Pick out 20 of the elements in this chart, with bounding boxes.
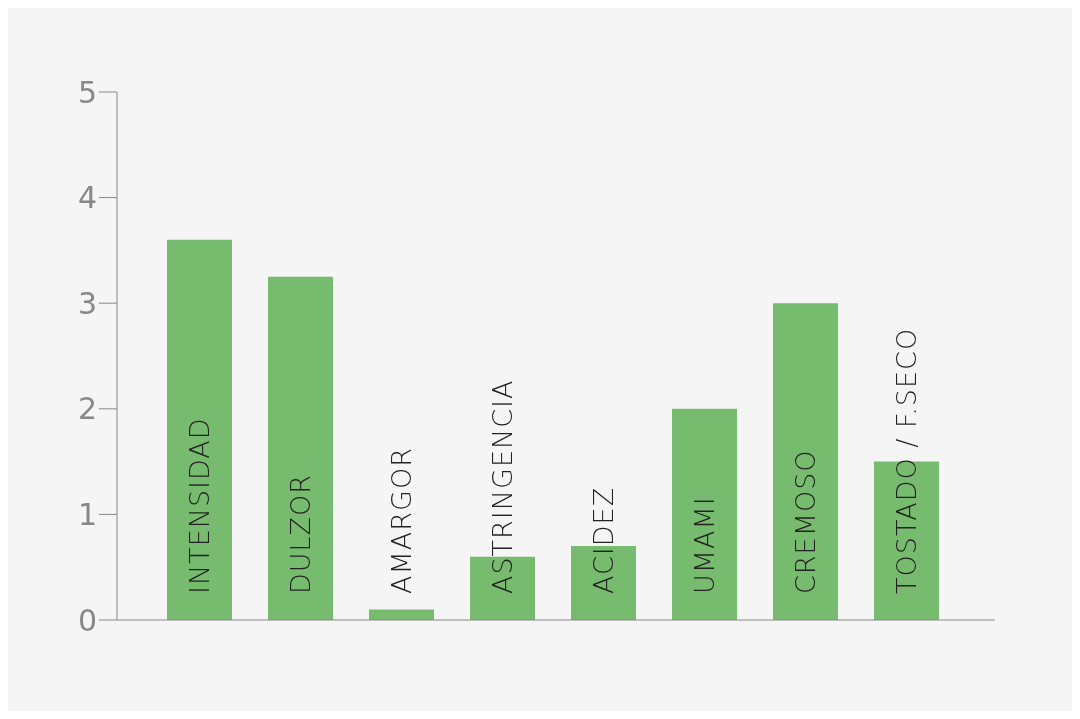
y-tick-label: 2: [77, 391, 97, 427]
x-tick-label: UMAMI: [689, 496, 720, 594]
x-tick-label: AMARGOR: [386, 447, 417, 594]
y-tick-label: 3: [77, 285, 97, 321]
x-tick-label: DULZOR: [285, 473, 316, 594]
x-tick-label: INTENSIDAD: [184, 417, 215, 594]
x-tick-label: CREMOSO: [790, 449, 821, 594]
y-tick-label: 4: [77, 180, 97, 216]
x-tick-label: TOSTADO / F.SECO: [891, 327, 922, 594]
bar: [167, 239, 232, 620]
y-tick-label: 1: [77, 497, 97, 533]
bar: [672, 408, 737, 620]
bar: [369, 609, 434, 620]
bar: [268, 276, 333, 620]
y-tick-label: 0: [77, 602, 97, 638]
x-tick-label: ACIDEZ: [588, 486, 619, 594]
x-tick-label: ASTRINGENCIA: [487, 379, 518, 594]
bar: [874, 461, 939, 620]
y-tick-label: 5: [77, 74, 97, 110]
bar: [773, 303, 838, 620]
